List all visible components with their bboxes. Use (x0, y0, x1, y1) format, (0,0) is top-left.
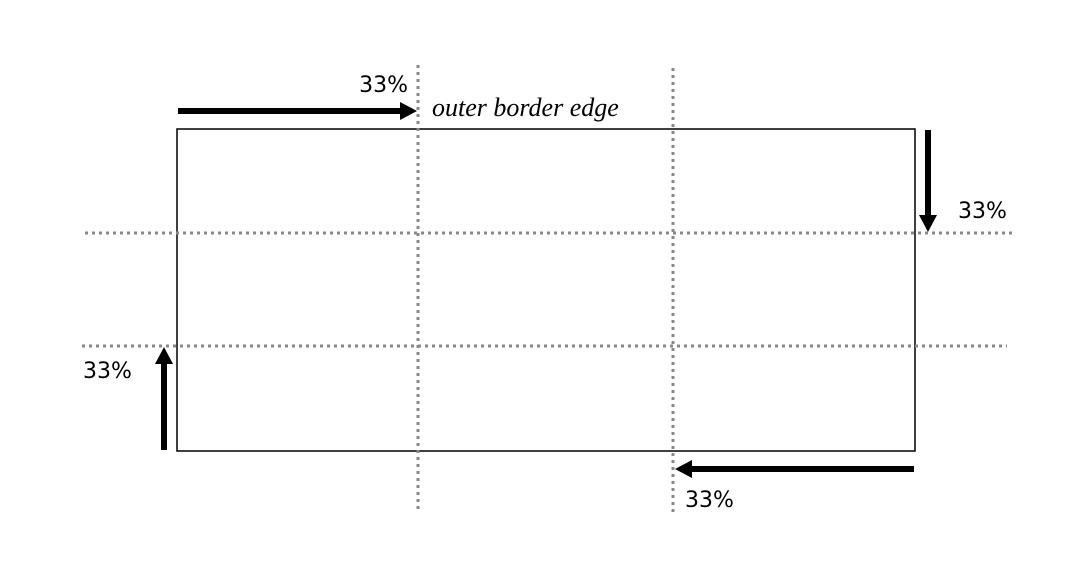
arrow-right (919, 130, 937, 232)
border-box (176, 128, 916, 452)
arrow-top (178, 102, 417, 120)
slice-label: 33% (83, 359, 132, 384)
arrow-bottom (675, 460, 914, 478)
arrow-left (155, 347, 173, 450)
slice-label: 33% (958, 199, 1007, 224)
slice-label: 33% (359, 73, 408, 98)
edge-label: outer border edge (432, 93, 619, 122)
slice-label: 33% (685, 488, 734, 513)
